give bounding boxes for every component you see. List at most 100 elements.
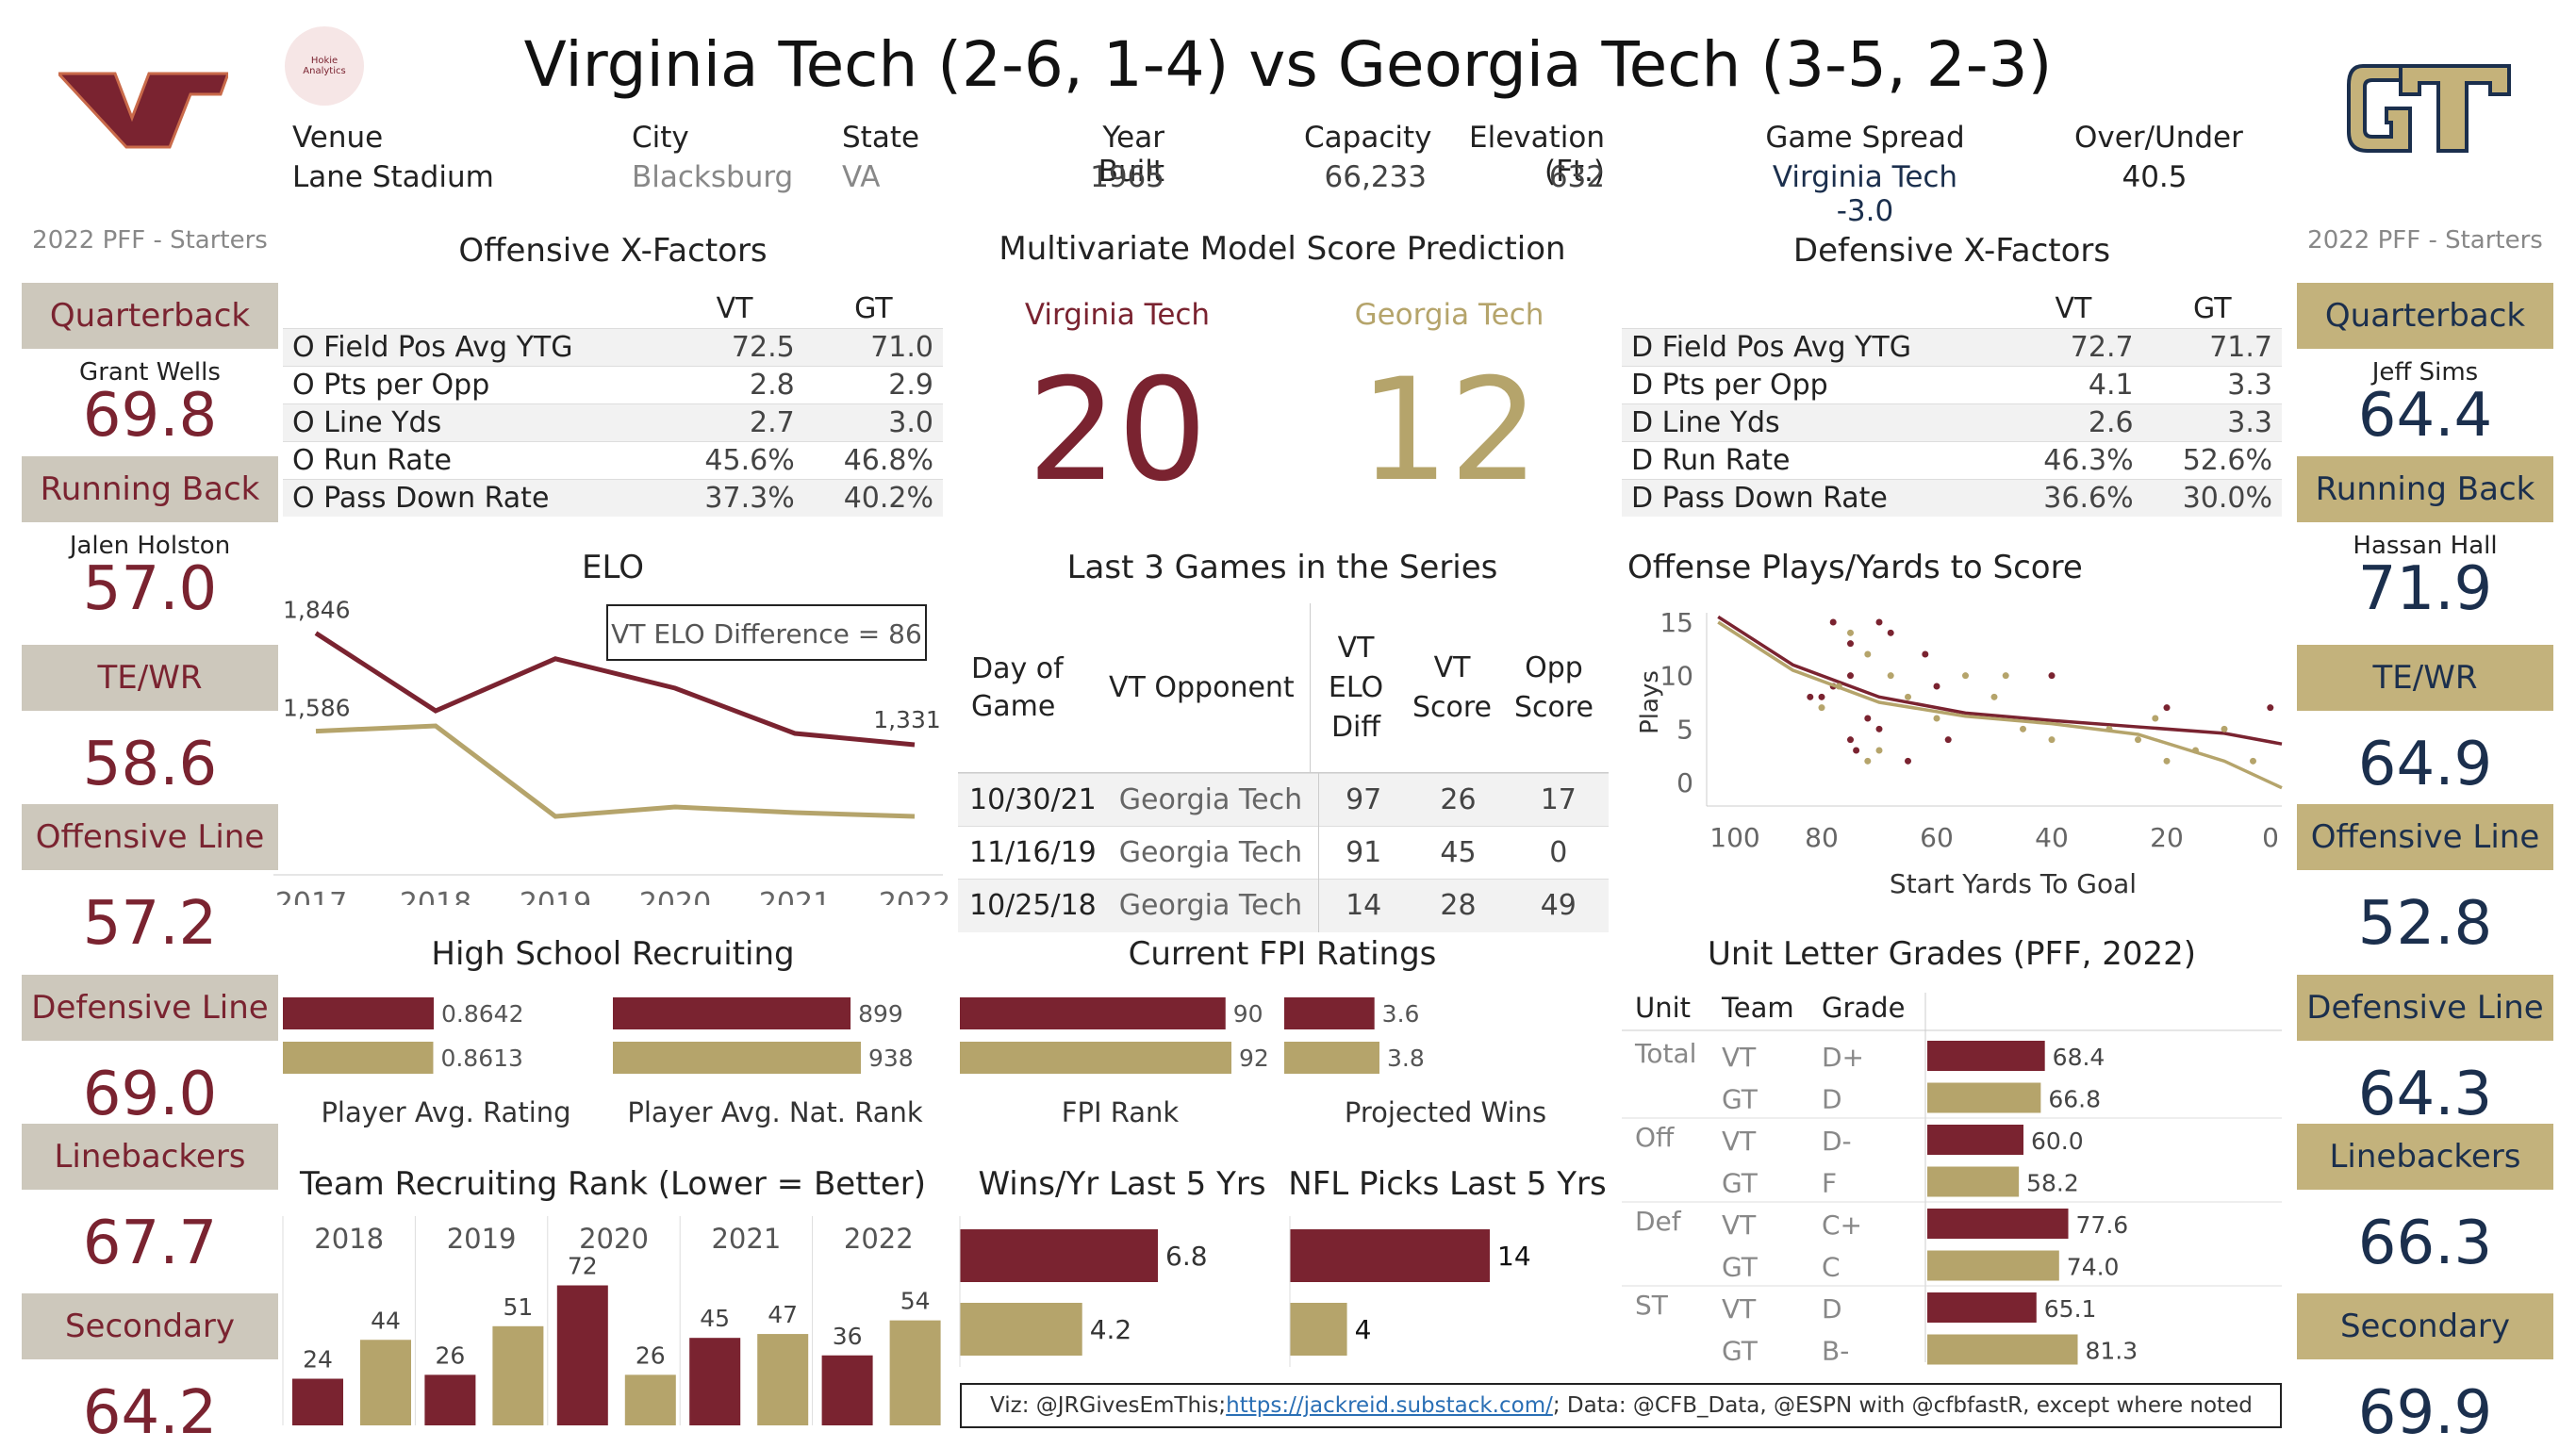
gt_side-player-0: Jeff Sims xyxy=(2371,358,2479,387)
series-cell-vt: 26 xyxy=(1408,773,1509,827)
xf-label: D Pts per Opp xyxy=(1631,368,1828,402)
offensive_xf-row: O Pass Down Rate 37.3% 40.2% xyxy=(283,479,943,517)
grades-header-team: Team xyxy=(1721,992,1794,1024)
elo-value-label: 1,586 xyxy=(283,695,351,722)
rank-value-label: 26 xyxy=(636,1341,666,1369)
plays-y-tick: 0 xyxy=(1676,767,1693,798)
plays-point-gt xyxy=(1887,672,1894,680)
vt_side-unit-0: Quarterback xyxy=(22,283,278,349)
offensive_xf-row: O Run Rate 45.6% 46.8% xyxy=(283,441,943,479)
grades-team-label: VT xyxy=(1722,1042,1757,1073)
hs_rating-value-label: 0.8642 xyxy=(441,1000,523,1028)
grades-bar-vt xyxy=(1927,1209,2069,1239)
plays-point-vt xyxy=(1847,640,1854,648)
wins-value-label: 6.8 xyxy=(1165,1241,1208,1272)
grades-unit-label: Def xyxy=(1635,1206,1682,1237)
defensive_xf-row: D Pts per Opp 4.1 3.3 xyxy=(1622,366,2282,403)
gt_side-grade-6: 69.9 xyxy=(2357,1378,2493,1448)
vt_side-grade-4: 69.0 xyxy=(82,1060,218,1129)
plays-x-tick: 60 xyxy=(1920,822,1954,853)
footer-credits: Viz: @JRGivesEmThis; https://jackreid.su… xyxy=(960,1383,2282,1428)
grades-team-label: GT xyxy=(1722,1168,1759,1199)
hs-recruiting-chart: 0.8642 0.8613 899 938 Player Avg. Rating Play… xyxy=(283,997,923,1128)
vt_side-player-1: Jalen Holston xyxy=(69,532,231,560)
fpi-chart: 90 92 3.6 3.8 FPI Rank Projected Wins xyxy=(960,997,1546,1128)
rank-value-label: 72 xyxy=(568,1253,598,1280)
gt-side-heading: 2022 PFF - Starters xyxy=(2307,226,2543,255)
hokie-logo-text-2: Analytics xyxy=(303,66,346,76)
grades-team-label: GT xyxy=(1722,1336,1759,1367)
proj_wins-bar-vt xyxy=(1284,997,1375,1029)
xf-gt: 52.6% xyxy=(2182,443,2272,477)
fpi-title: Current FPI Ratings xyxy=(1128,935,1437,973)
gt_side-grade-1: 71.9 xyxy=(2357,554,2493,624)
hs_rating-bar-vt xyxy=(283,997,434,1029)
gt_side-unit-0: Quarterback xyxy=(2297,283,2553,349)
series-cell-op: 17 xyxy=(1508,773,1609,827)
gt_side-grade-3: 52.8 xyxy=(2357,889,2493,959)
venue-label-6: Game Spread xyxy=(1765,121,1965,155)
offensive_xf-col-1: GT xyxy=(854,292,893,326)
rank-year-label: 2022 xyxy=(844,1223,914,1255)
xf-vt: 45.6% xyxy=(704,443,795,477)
hs-rank-label: Player Avg. Nat. Rank xyxy=(627,1096,923,1128)
elo-annotation-box xyxy=(606,604,927,661)
series-row: 10/25/18 Georgia Tech 14 28 49 xyxy=(958,879,1609,932)
plays-point-vt xyxy=(1847,736,1854,744)
elo-chart: 2017 2018 2019 2020 2021 2022 1,846 1,586 1,331 V… xyxy=(273,597,950,905)
vt_side-grade-0: 69.8 xyxy=(82,381,218,451)
series-title: Last 3 Games in the Series xyxy=(1066,549,1498,586)
hs-rating-label: Player Avg. Rating xyxy=(321,1096,570,1128)
grades-value-label: 58.2 xyxy=(2026,1170,2079,1197)
vt_side-grade-2: 58.6 xyxy=(82,730,218,799)
grades-letter: D xyxy=(1822,1293,1842,1325)
xf-label: O Field Pos Avg YTG xyxy=(283,328,666,366)
grades-team-label: GT xyxy=(1722,1084,1759,1115)
series-header-elo: VT ELO Diff xyxy=(1328,631,1384,744)
vt_side-grade-5: 67.7 xyxy=(82,1209,218,1278)
xf-label: D Run Rate xyxy=(1631,443,1791,477)
plays-point-vt xyxy=(1933,683,1940,690)
plays-point-vt xyxy=(2267,704,2274,712)
plays-chart-title: Offense Plays/Yards to Score xyxy=(1627,549,2083,586)
vt_side-unit-6: Secondary xyxy=(22,1293,278,1359)
elo-title: ELO xyxy=(582,549,644,586)
xf-label: D Field Pos Avg YTG xyxy=(1622,328,2005,366)
xf-gt: 3.3 xyxy=(2227,368,2272,402)
rank-year-label: 2021 xyxy=(711,1223,781,1255)
xf-vt: 37.3% xyxy=(665,479,804,517)
proj-wins-label: Projected Wins xyxy=(1345,1096,1546,1128)
plays-point-vt xyxy=(1905,757,1911,765)
footer-link[interactable]: https://jackreid.substack.com/ xyxy=(1226,1393,1553,1418)
gt-predicted-score: 12 xyxy=(1359,349,1540,513)
hs_rank-value-label: 899 xyxy=(858,1000,903,1028)
unit-grades-chart: Unit Team Grade Total VT D+ 68.4 GT D 66.8 Off VT D-… xyxy=(1622,992,2282,1367)
gt_side-grade-4: 64.3 xyxy=(2357,1060,2493,1129)
gt_side-unit-6: Secondary xyxy=(2297,1293,2553,1359)
grades-unit-label: Total xyxy=(1634,1038,1696,1069)
defensive-xfactors-title: Defensive X-Factors xyxy=(1792,232,2111,270)
hs_rank-bar-gt xyxy=(613,1042,861,1074)
xf-label: O Line Yds xyxy=(283,403,666,441)
series-cell-op: 0 xyxy=(1508,826,1609,880)
vt-predicted-score: 20 xyxy=(1027,349,1208,513)
elo-x-tick: 2020 xyxy=(639,887,711,905)
series-header-date: Day of Game xyxy=(971,651,1064,723)
plays-x-tick: 40 xyxy=(2035,822,2069,853)
elo-line-gt xyxy=(315,723,916,819)
offensive-xfactors-title: Offensive X-Factors xyxy=(458,232,768,270)
wins-nfl-chart: 6.8 4.2 14 4 xyxy=(959,1216,1531,1367)
grades-team-label: VT xyxy=(1722,1209,1757,1241)
rank-value-label: 24 xyxy=(303,1346,333,1374)
plays-point-vt xyxy=(1875,618,1883,626)
series-cell-opp: Georgia Tech xyxy=(1107,826,1320,880)
rank-bar-gt xyxy=(360,1340,411,1425)
xf-label: D Pass Down Rate xyxy=(1622,479,2005,517)
grades-header-unit: Unit xyxy=(1635,992,1691,1024)
plays-point-gt xyxy=(1990,693,1998,700)
footer-pre: Viz: @JRGivesEmThis; xyxy=(990,1393,1227,1418)
vt_side-player-0: Grant Wells xyxy=(79,358,221,387)
gt_side-grade-0: 64.4 xyxy=(2357,381,2493,451)
xf-gt: 3.3 xyxy=(2142,403,2282,441)
series-header-vt: VT Score xyxy=(1412,650,1493,724)
